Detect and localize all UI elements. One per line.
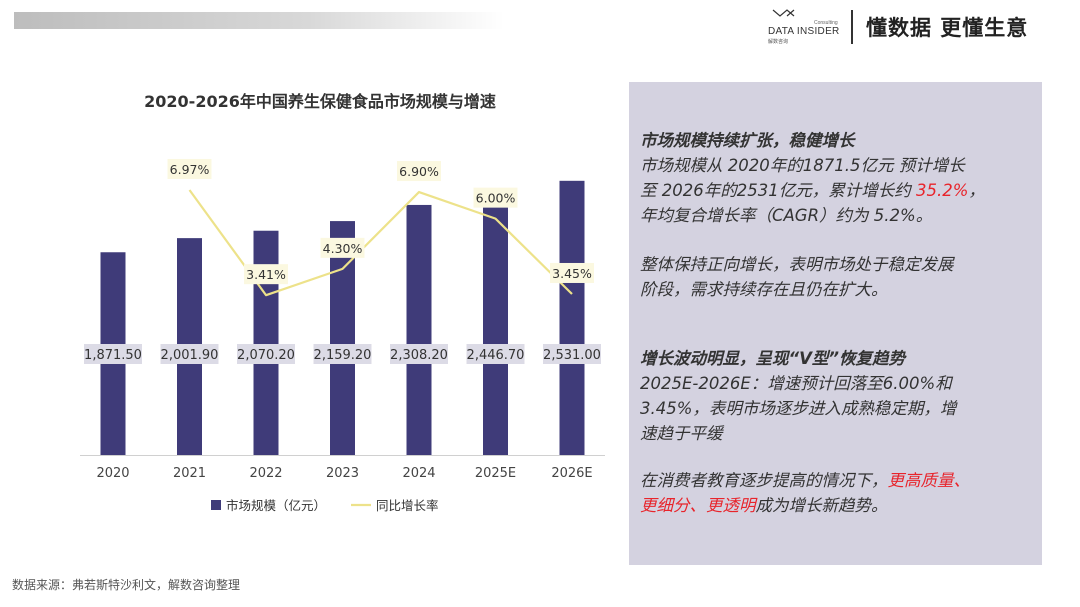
growth-label: 3.41% — [246, 267, 286, 282]
legend-label-bar: 市场规模（亿元） — [226, 498, 326, 513]
bar-value-label: 1,871.50 — [84, 348, 142, 363]
bar-value-label-bg — [390, 344, 448, 364]
bar-value-label: 2,001.90 — [161, 348, 219, 363]
insight-line: 至 2026年的2531亿元，累计增长约 35.2%， — [640, 181, 985, 200]
insight-line: 在消费者教育逐步提高的情况下，更高质量、 — [640, 471, 971, 490]
x-tick-label: 2021 — [173, 466, 206, 481]
insight-line: 市场规模从 2020年的1871.5亿元 预计增长 — [640, 156, 965, 175]
insight-line: 更细分、更透明成为增长新趋势。 — [640, 496, 888, 515]
x-tick-label: 2022 — [249, 466, 282, 481]
brand-name: DATA INSIDER — [768, 26, 840, 37]
insight-paragraph-3: 增长波动明显，呈现“V型”恢复趋势 2025E-2026E：增速预计回落至6.0… — [640, 346, 1035, 446]
growth-label-bg — [244, 264, 288, 285]
growth-label-bg — [550, 262, 594, 283]
growth-label: 6.00% — [476, 191, 516, 206]
x-tick-label: 2020 — [96, 466, 129, 481]
growth-label: 4.30% — [323, 241, 363, 256]
bar — [483, 189, 508, 455]
bar-value-label: 2,446.70 — [467, 348, 525, 363]
insight-line: 阶段，需求持续存在且仍在扩大。 — [640, 280, 888, 299]
insight-line: 整体保持正向增长，表明市场处于稳定发展 — [640, 255, 954, 274]
bar-value-label-bg — [160, 344, 219, 364]
top-gradient-bar — [14, 12, 504, 29]
header-divider — [851, 10, 853, 44]
bar-value-label-bg — [466, 344, 525, 364]
insight-line: 年均复合增长率（CAGR）约为 5.2%。 — [640, 206, 933, 225]
chart-title: 2020-2026年中国养生保健食品市场规模与增速 — [144, 92, 496, 111]
growth-label-bg — [167, 158, 212, 179]
brand-logo: Consulting DATA INSIDER 解数咨询 — [768, 8, 856, 45]
bar — [406, 204, 432, 455]
x-tick-label: 2023 — [326, 466, 359, 481]
bar-value-label-bg — [237, 344, 295, 364]
combo-chart: 1,871.50 2,001.90 2,070.20 2,159.20 2,308.20… — [80, 158, 605, 513]
growth-label-bg — [320, 237, 365, 258]
insight-line: 速趋于平缓 — [640, 424, 723, 443]
logo-mark-icon — [772, 9, 795, 17]
bar-value-label-bg — [543, 344, 601, 364]
insight-paragraph-4: 在消费者教育逐步提高的情况下，更高质量、 更细分、更透明成为增长新趋势。 — [640, 468, 1035, 518]
highlight-trend-2: 更细分、更透明 — [640, 496, 756, 515]
insight-line: 3.45%，表明市场逐步进入成熟稳定期，增 — [640, 399, 957, 418]
growth-label: 6.90% — [399, 164, 439, 179]
slogan: 懂数据 更懂生意 — [866, 16, 1029, 40]
bar-value-label: 2,308.20 — [390, 348, 448, 363]
brand-cn: 解数咨询 — [768, 39, 789, 45]
growth-label: 3.45% — [552, 266, 592, 281]
insight-line: 2025E-2026E：增速预计回落至6.00%和 — [640, 374, 952, 393]
growth-label-bg — [397, 161, 441, 182]
insight-paragraph-1: 市场规模持续扩张，稳健增长 市场规模从 2020年的1871.5亿元 预计增长 … — [640, 128, 1035, 228]
brand-sub: Consulting — [814, 20, 838, 26]
highlight-growth: 35.2% — [915, 181, 969, 200]
bar-value-label: 2,531.00 — [543, 348, 601, 363]
bar-value-label: 2,159.20 — [314, 348, 372, 363]
bar-value-label-bg — [84, 344, 142, 364]
legend-label-line: 同比增长率 — [376, 498, 439, 513]
bar — [559, 180, 585, 455]
insight-paragraph-2: 整体保持正向增长，表明市场处于稳定发展 阶段，需求持续存在且仍在扩大。 — [640, 252, 1035, 302]
x-tick-label: 2024 — [402, 466, 435, 481]
x-tick-label: 2025E — [475, 466, 516, 481]
legend-swatch-bar — [211, 500, 221, 510]
bar-value-label-bg — [313, 344, 372, 364]
source-note: 数据来源：弗若斯特沙利文，解数咨询整理 — [12, 578, 241, 592]
insight-panel: 市场规模持续扩张，稳健增长 市场规模从 2020年的1871.5亿元 预计增长 … — [629, 82, 1042, 565]
highlight-trend-1: 更高质量、 — [887, 471, 971, 490]
growth-label-bg — [473, 187, 518, 208]
insight-heading-2: 增长波动明显，呈现“V型”恢复趋势 — [640, 349, 906, 368]
growth-label: 6.97% — [170, 162, 210, 177]
x-tick-label: 2026E — [551, 466, 592, 481]
insight-heading-1: 市场规模持续扩张，稳健增长 — [640, 131, 855, 150]
bar-value-label: 2,070.20 — [237, 348, 295, 363]
